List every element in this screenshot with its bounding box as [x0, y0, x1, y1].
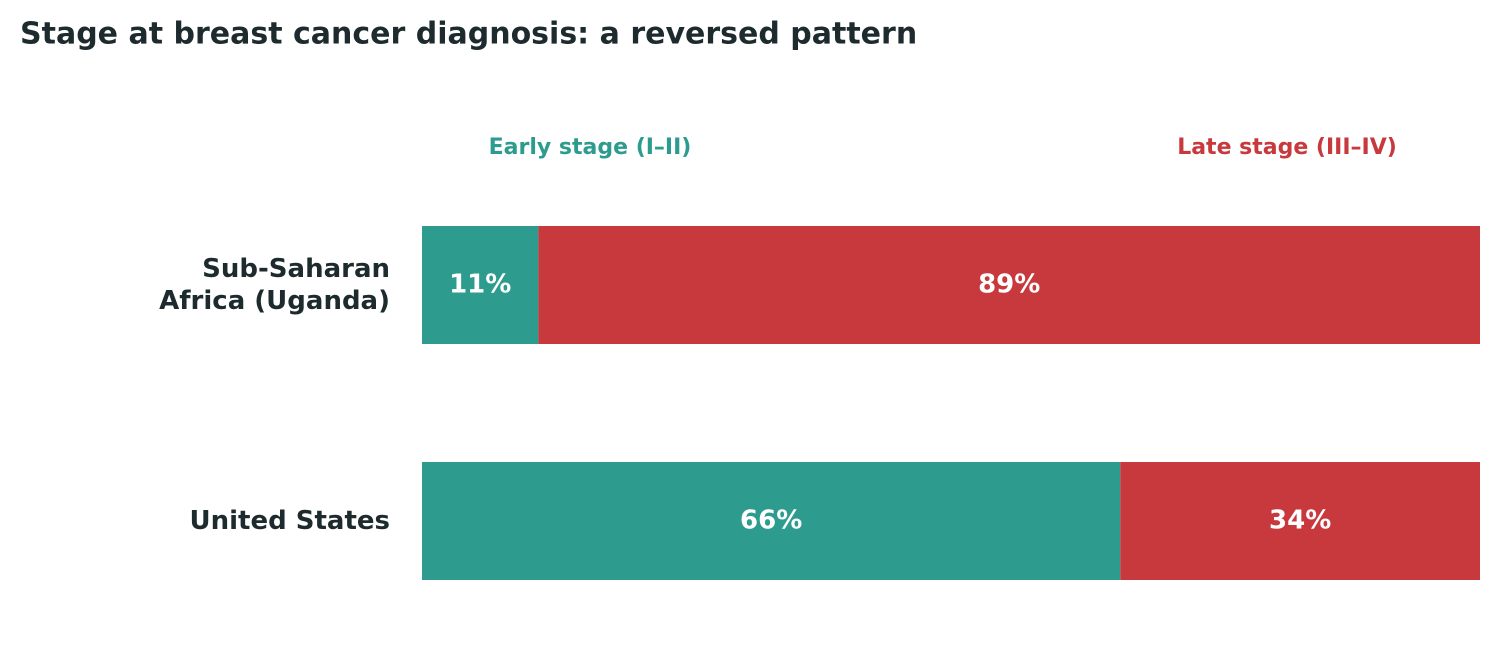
bar-segment — [1120, 462, 1480, 580]
bar-segment — [422, 462, 1121, 580]
bar-segment — [422, 226, 539, 344]
value-label: 34% — [1269, 506, 1331, 536]
value-label: 66% — [740, 506, 802, 536]
legend-label: Early stage (I–II) — [489, 135, 692, 160]
legend-label: Late stage (III–IV) — [1177, 135, 1397, 160]
category-label: United States — [189, 506, 391, 536]
bar-segment — [538, 226, 1480, 344]
value-label: 89% — [978, 270, 1040, 300]
category-label: Sub-Saharan Africa (Uganda) — [159, 254, 390, 316]
value-label: 11% — [449, 270, 511, 300]
chart-title: Stage at breast cancer diagnosis: a reve… — [20, 17, 917, 52]
